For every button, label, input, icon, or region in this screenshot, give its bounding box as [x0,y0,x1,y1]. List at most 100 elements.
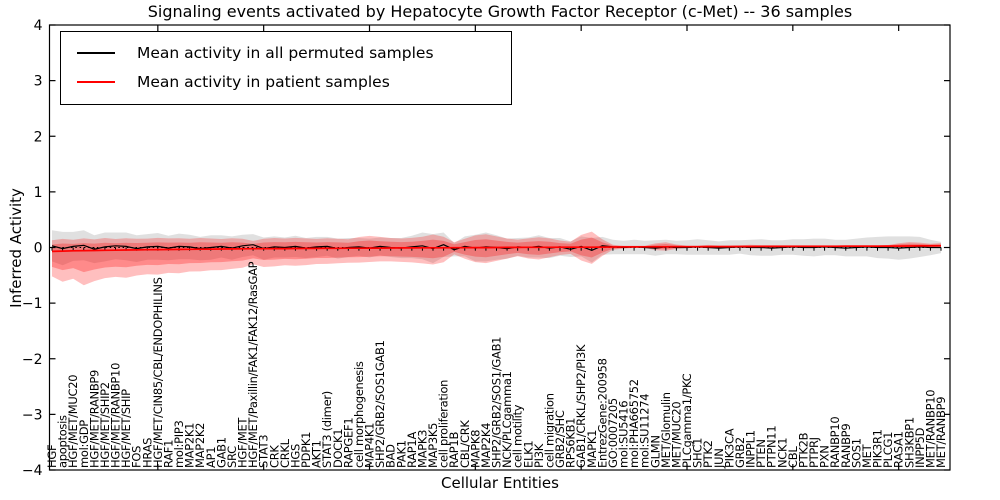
x-category-label: RANBP10 [828,417,842,468]
x-category-label: MAP2K4 [479,423,493,468]
x-category-label: NCK/PLCgamma1 [500,371,514,468]
x-category-label: MET/Glomulin [659,392,673,468]
x-category-label: HRAS [140,438,154,468]
x-category-label: EntrezGene:200958 [595,358,609,468]
x-category-label: PIK3CA [722,428,736,468]
x-category-label: RAP1B [447,432,461,468]
x-category-label: SHP2/GRB2/SOS1GAB1 [373,340,387,468]
x-category-label: cell migration [542,393,556,468]
y-tick-label: 0 [34,241,43,257]
x-category-label: GLMN [648,435,662,468]
plot-lines [49,244,950,253]
x-category-label: SH3KBP1 [902,417,916,468]
x-category-label: cell motility [511,404,525,468]
x-category-label: PTK2B [796,432,810,468]
x-category-label: JUN [712,448,726,469]
y-tick-label: 1 [34,185,43,201]
x-category-label: RAF1 [161,440,175,468]
x-category-label: mol:PIP3 [172,421,186,469]
x-category-label: GO:0007205 [606,398,620,468]
x-category-label: mol:PHA665752 [627,379,641,468]
x-category-label: HGF/MET/SHIP [119,389,133,468]
x-category-label: MET/RANBP9 [934,397,948,468]
x-category-label: GRB2/SHC [553,410,567,468]
x-category-label: MAP4K1 [363,423,377,468]
x-category-label: HGF/MET/SHIP2 [98,382,112,468]
x-category-label: cell morphogenesis [352,361,366,468]
x-category-label: mol:GDP [77,420,91,468]
x-category-label: CRK [267,445,281,468]
legend-entry-patient: Mean activity in patient samples [71,67,501,96]
x-category-label: HGF/MET/MUC20 [66,375,80,468]
x-category-label: PIK3R1 [871,429,885,468]
plot-axes: 4 3 2 1 0 −1 −2 −3 −4 [22,18,951,479]
x-category-label: CRKL [278,438,292,468]
y-tick-label: −2 [22,352,43,368]
x-axis-label: Cellular Entities [441,474,559,492]
patient-mean-line [51,244,942,253]
x-category-label: GAB1 [214,437,228,468]
x-category-label: MAPK3 [415,430,429,468]
x-category-label: INPP5D [913,427,927,468]
y-tick-label: 4 [34,18,43,34]
x-category-label: RANBP9 [839,424,853,468]
x-category-label: PLCG1 [881,432,895,468]
x-category-label: HGF/MET/CIN85/CBL/ENDOPHILINS [151,277,165,468]
patient-line-sample-icon [77,80,115,83]
x-category-label: FOS [130,446,144,468]
y-tick-label: −3 [22,407,43,423]
x-category-label: cell proliferation [437,380,451,468]
legend-label-patient: Mean activity in patient samples [137,72,390,91]
x-category-label: mol:SU11274 [638,394,652,468]
x-category-label: RPS6KB1 [564,418,578,468]
x-category-label: RAP1A [405,432,419,468]
x-category-label: RASA1 [892,431,906,468]
x-category-label: SHP2/GRB2/SOS1/GAB1 [490,337,504,468]
legend: Mean activity in all permuted samples Me… [60,31,512,105]
x-category-label: HGF/MET/RANBP9 [87,370,101,468]
x-category-label: MET/MUC20 [669,402,683,468]
x-category-label: HGS [288,444,302,468]
y-tick-label: 3 [34,74,43,90]
x-category-label: MET/RANBP10 [923,390,937,468]
x-category-label: DOCK1 [331,429,345,468]
x-category-label: PTEN [754,439,768,468]
x-category-label: PLCgamma1/PKC [680,373,694,468]
x-category-label: NCK1 [775,438,789,468]
patient-std-band-outer [52,231,941,286]
y-tick-label: −1 [22,296,43,312]
x-category-label: STAT3 [257,435,271,468]
legend-entry-permuted: Mean activity in all permuted samples [71,38,501,67]
x-category-label: INPPL1 [744,430,758,468]
x-category-label: AP1 [204,447,218,468]
x-category-label: GRB2 [733,437,747,468]
x-category-label: apoptosis [56,415,70,468]
x-category-label: mol:SU5416 [617,401,631,468]
x-category-label: AKT1 [310,440,324,468]
x-category-label: CBL [786,446,800,468]
x-category-label: PI3K [532,443,546,468]
x-category-label: RAPGEF1 [341,418,355,468]
x-category-label: MAP3K5 [426,423,440,468]
plot-bands [52,230,941,286]
x-category-label: PAK1 [394,440,408,468]
x-category-label: MAPK8 [468,430,482,468]
x-category-label: PTPRJ [807,437,821,468]
x-category-label: MAPK1 [585,430,599,468]
legend-label-permuted: Mean activity in all permuted samples [137,43,434,62]
x-category-label: MET [860,443,874,468]
x-category-label: MAP2K2 [193,423,207,468]
x-category-label: SRC [225,446,239,468]
x-category-label: PDPK1 [299,432,313,468]
x-category-label: ELK1 [521,441,535,468]
x-category-label: STAT3 (dimer) [320,391,334,468]
x-category-label: GAB1/CRKL/SHP2/PI3K [574,344,588,468]
x-category-label: HGF/MET [236,417,250,468]
y-axis-label: Inferred Activity [7,188,25,308]
y-tick-label: −4 [22,463,43,479]
x-category-label: BAD [384,444,398,468]
x-category-label: SHC1 [691,438,705,468]
x-category-label: HGF [45,445,59,468]
